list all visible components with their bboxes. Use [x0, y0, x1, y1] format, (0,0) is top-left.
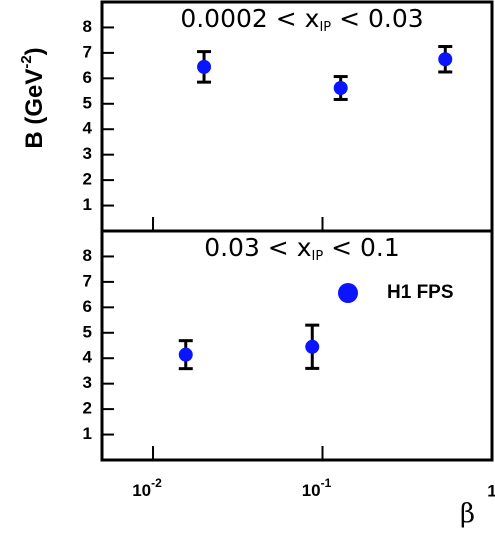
y-tick-label: 3 — [83, 144, 92, 163]
y-tick-label: 7 — [83, 42, 92, 61]
y-tick-label: 2 — [83, 170, 92, 189]
data-point — [197, 59, 212, 74]
y-tick-label: 2 — [83, 399, 92, 418]
y-tick-label: 5 — [83, 322, 92, 341]
annotation: 0.03 < xIP < 0.1 — [204, 233, 400, 264]
x-tick-label: 1 — [487, 481, 495, 500]
y-tick-label: 4 — [83, 119, 93, 138]
x-axis-label: β — [460, 499, 475, 529]
y-tick-label: 6 — [83, 68, 92, 87]
x-tick-label: 10-1 — [302, 476, 332, 500]
annotation-tail: < 0.03 — [331, 4, 424, 33]
x-tick-label: 10-2 — [132, 476, 162, 500]
y-tick-label: 3 — [83, 373, 92, 392]
annotation-sub: IP — [312, 249, 324, 264]
y-tick-label: 5 — [83, 93, 92, 112]
y-tick-label: 4 — [83, 348, 93, 367]
y-label-text: B (GeV — [21, 69, 48, 149]
plot-frame — [100, 0, 494, 233]
legend-label: H1 FPS — [387, 282, 454, 303]
y-label-sup: -2 — [18, 55, 35, 68]
y-axis-label: B (GeV-2) — [18, 47, 48, 148]
x-tick-base: 10 — [302, 481, 321, 500]
y-tick-label: 1 — [83, 424, 92, 443]
plot-frame — [100, 229, 494, 462]
y-tick-label: 8 — [83, 246, 92, 265]
annotation: 0.0002 < xIP < 0.03 — [180, 4, 423, 35]
y-label-tail: ) — [21, 47, 48, 55]
y-tick-label: 7 — [83, 271, 92, 290]
annotation-text: 0.03 < x — [204, 233, 311, 262]
data-point — [305, 339, 320, 354]
x-tick-exponent: -1 — [321, 476, 332, 490]
data-point — [178, 347, 193, 362]
x-tick-base: 10 — [132, 481, 151, 500]
annotation-tail: < 0.1 — [323, 233, 400, 262]
annotation-text: 0.0002 < x — [180, 4, 319, 33]
x-tick-exponent: -2 — [151, 476, 162, 490]
y-tick-label: 1 — [83, 195, 92, 214]
legend-marker — [338, 283, 358, 303]
data-point — [333, 81, 348, 96]
data-point — [438, 52, 453, 67]
y-tick-label: 6 — [83, 297, 92, 316]
y-tick-label: 8 — [83, 17, 92, 36]
annotation-sub: IP — [319, 20, 331, 35]
